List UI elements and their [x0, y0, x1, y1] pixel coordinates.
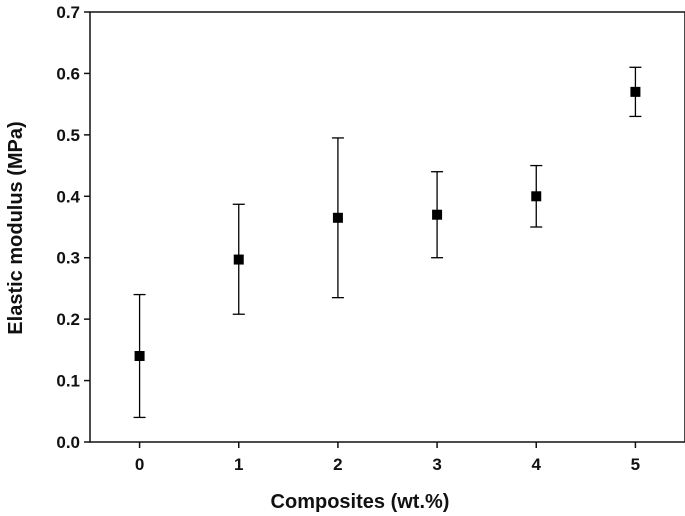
data-point [630, 86, 641, 97]
y-tick-label: 0.5 [56, 126, 80, 145]
error-bars [133, 66, 642, 419]
x-axis-title: Composites (wt.%) [271, 491, 450, 513]
y-tick-label: 0.2 [56, 310, 80, 329]
x-tick-label: 1 [234, 455, 243, 474]
y-tick-label: 0.4 [56, 187, 80, 206]
data-point [332, 212, 343, 223]
data-points [134, 86, 641, 361]
x-tick-label: 4 [532, 455, 542, 474]
x-tick-label: 0 [135, 455, 144, 474]
y-tick-label: 0.6 [56, 64, 80, 83]
data-point [531, 191, 542, 202]
x-axis: 0 1 2 3 4 5 [135, 442, 640, 474]
data-point [432, 209, 443, 220]
y-tick-label: 0.7 [56, 3, 80, 22]
data-point [134, 351, 145, 361]
y-tick-label: 0.3 [56, 249, 80, 268]
data-point [233, 254, 244, 265]
x-tick-label: 5 [631, 455, 640, 474]
y-tick-label: 0.1 [56, 372, 80, 391]
x-tick-label: 3 [432, 455, 441, 474]
plot-frame [89, 11, 685, 443]
x-tick-label: 2 [333, 455, 342, 474]
y-axis-title: Elastic modulus (MPa) [5, 121, 27, 334]
y-tick-label: 0.0 [56, 433, 80, 452]
y-axis: 0.0 0.1 0.2 0.3 0.4 0.5 0.6 0.7 [56, 3, 90, 452]
